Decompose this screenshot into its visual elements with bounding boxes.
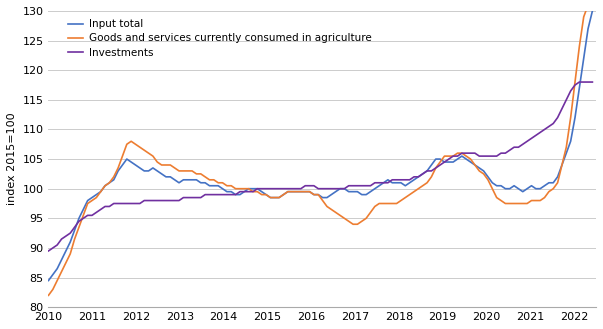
Investments bbox=[406, 178, 413, 182]
Goods and services currently consumed in agriculture bbox=[380, 202, 387, 206]
Goods and services currently consumed in agriculture bbox=[45, 293, 52, 297]
Goods and services currently consumed in agriculture bbox=[584, 3, 592, 7]
Goods and services currently consumed in agriculture bbox=[406, 193, 413, 197]
Input total bbox=[406, 181, 413, 185]
Legend: Input total, Goods and services currently consumed in agriculture, Investments: Input total, Goods and services currentl… bbox=[65, 16, 374, 61]
Line: Input total: Input total bbox=[48, 11, 592, 281]
Input total bbox=[80, 208, 87, 212]
Investments bbox=[184, 196, 191, 200]
Input total bbox=[367, 190, 374, 194]
Goods and services currently consumed in agriculture bbox=[184, 169, 191, 173]
Goods and services currently consumed in agriculture bbox=[589, 3, 596, 7]
Input total bbox=[184, 178, 191, 182]
Line: Goods and services currently consumed in agriculture: Goods and services currently consumed in… bbox=[48, 5, 592, 295]
Investments bbox=[302, 184, 309, 188]
Investments bbox=[380, 181, 387, 185]
Line: Investments: Investments bbox=[48, 82, 592, 251]
Input total bbox=[45, 279, 52, 283]
Goods and services currently consumed in agriculture bbox=[367, 211, 374, 215]
Investments bbox=[589, 80, 596, 84]
Input total bbox=[589, 9, 596, 13]
Investments bbox=[80, 216, 87, 220]
Investments bbox=[576, 80, 583, 84]
Input total bbox=[302, 190, 309, 194]
Input total bbox=[380, 181, 387, 185]
Investments bbox=[45, 249, 52, 253]
Goods and services currently consumed in agriculture bbox=[80, 214, 87, 217]
Y-axis label: index 2015=100: index 2015=100 bbox=[7, 113, 17, 205]
Investments bbox=[367, 184, 374, 188]
Goods and services currently consumed in agriculture bbox=[302, 190, 309, 194]
